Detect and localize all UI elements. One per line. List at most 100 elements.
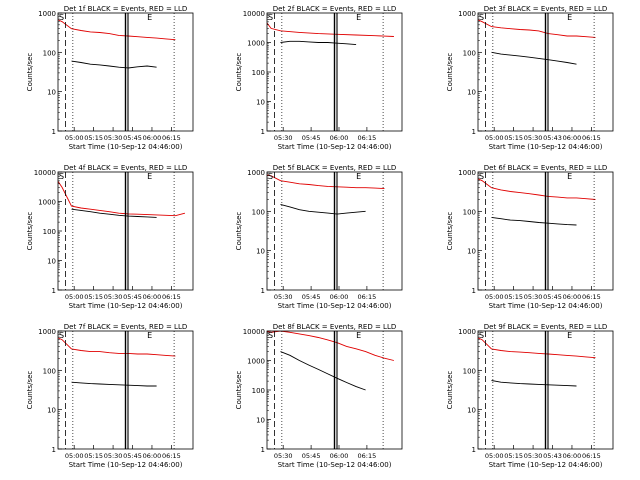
y-tick-label: 100	[463, 49, 476, 57]
y-tick-label: 10	[256, 417, 265, 425]
x-tick-label: 06:00	[563, 134, 582, 142]
series-events-line	[280, 40, 357, 46]
series-events-line	[491, 216, 577, 226]
series-lld-line	[58, 180, 186, 217]
y-axis-label: Counts/sec	[446, 53, 454, 92]
y-tick-label: 1000	[247, 169, 265, 177]
x-tick-label: 06:15	[358, 134, 377, 142]
x-axis-label: Start Time (10-Sep-12 04:46:00)	[489, 302, 603, 310]
series-lld-line	[267, 22, 394, 37]
x-tick-label: 06:15	[358, 452, 377, 460]
series-events-line	[71, 60, 157, 69]
y-tick-label: 1	[261, 446, 265, 454]
y-tick-label: 10	[47, 407, 56, 415]
y-axis-label: Counts/sec	[26, 371, 34, 410]
plot-frame	[266, 171, 403, 291]
x-tick-label: 05:00	[65, 293, 84, 301]
x-axis-label: Start Time (10-Sep-12 04:46:00)	[69, 461, 183, 469]
y-axis-label: Counts/sec	[235, 371, 243, 410]
panel-title: Det 4f BLACK = Events, RED = LLD	[64, 164, 187, 172]
x-tick-label: 06:00	[143, 452, 162, 460]
x-tick-label: 05:45	[302, 293, 321, 301]
plot-frame	[477, 171, 614, 291]
series-events-line	[280, 203, 366, 215]
x-tick-label: 05:30	[274, 293, 293, 301]
x-tick-label: 05:45	[543, 293, 562, 301]
y-tick-label: 10	[47, 89, 56, 97]
plot-frame	[477, 12, 614, 132]
series-events-line	[71, 208, 157, 218]
x-axis-label: Start Time (10-Sep-12 04:46:00)	[278, 302, 392, 310]
x-tick-label: 05:30	[104, 134, 123, 142]
x-tick-label: 06:00	[330, 293, 349, 301]
x-axis-label: Start Time (10-Sep-12 04:46:00)	[69, 302, 183, 310]
x-tick-label: 05:15	[84, 452, 103, 460]
x-axis-label: Start Time (10-Sep-12 04:46:00)	[69, 143, 183, 151]
plot-frame	[57, 12, 194, 132]
series-lld-line	[267, 174, 385, 189]
y-tick-label: 100	[252, 208, 265, 216]
y-tick-label: 1	[261, 128, 265, 136]
y-tick-label: 1	[472, 128, 476, 136]
y-tick-label: 100	[43, 228, 56, 236]
corner-label-right: E	[567, 13, 572, 22]
y-axis-label: Counts/sec	[26, 53, 34, 92]
x-tick-label: 05:45	[123, 134, 142, 142]
x-tick-label: 05:30	[104, 452, 123, 460]
corner-label-left: S	[479, 172, 484, 181]
corner-label-left: S	[59, 13, 64, 22]
x-axis-label: Start Time (10-Sep-12 04:46:00)	[489, 143, 603, 151]
y-tick-label: 10	[256, 248, 265, 256]
panel-title: Det 3f BLACK = Events, RED = LLD	[484, 5, 607, 13]
series-events-line	[491, 51, 577, 65]
series-events-line	[280, 351, 366, 391]
corner-label-right: E	[356, 331, 361, 340]
y-tick-label: 1000	[38, 10, 56, 18]
series-events-line	[71, 381, 157, 387]
x-tick-label: 06:00	[330, 134, 349, 142]
corner-label-left: S	[268, 13, 273, 22]
y-axis-label: Counts/sec	[446, 371, 454, 410]
x-tick-label: 06:00	[143, 293, 162, 301]
y-tick-label: 100	[463, 208, 476, 216]
x-tick-label: 05:00	[485, 293, 504, 301]
panel-title: Det 7f BLACK = Events, RED = LLD	[64, 323, 187, 331]
x-tick-label: 06:15	[582, 134, 601, 142]
corner-label-right: E	[147, 172, 152, 181]
x-tick-label: 05:00	[65, 134, 84, 142]
x-tick-label: 05:30	[104, 293, 123, 301]
series-lld-line	[267, 331, 395, 361]
x-tick-label: 06:15	[582, 293, 601, 301]
x-tick-label: 06:15	[358, 293, 377, 301]
panel-title: Det 6f BLACK = Events, RED = LLD	[484, 164, 607, 172]
series-events-line	[491, 380, 577, 387]
y-tick-label: 1000	[38, 199, 56, 207]
x-tick-label: 05:00	[485, 134, 504, 142]
x-axis-label: Start Time (10-Sep-12 04:46:00)	[489, 461, 603, 469]
y-tick-label: 1000	[458, 10, 476, 18]
x-tick-label: 05:15	[504, 452, 523, 460]
y-axis-label: Counts/sec	[26, 212, 34, 251]
y-tick-label: 10	[467, 248, 476, 256]
y-tick-label: 100	[252, 69, 265, 77]
corner-label-left: S	[479, 13, 484, 22]
y-tick-label: 100	[463, 367, 476, 375]
y-tick-label: 1	[472, 446, 476, 454]
x-tick-label: 05:30	[524, 293, 543, 301]
series-lld-line	[478, 19, 596, 38]
corner-label-left: S	[479, 331, 484, 340]
y-tick-label: 1000	[247, 358, 265, 366]
x-tick-label: 05:15	[84, 293, 103, 301]
corner-label-right: E	[356, 172, 361, 181]
x-tick-label: 06:15	[582, 452, 601, 460]
x-tick-label: 06:15	[162, 452, 181, 460]
y-tick-label: 1	[52, 287, 56, 295]
x-tick-label: 06:00	[143, 134, 162, 142]
y-tick-label: 100	[43, 367, 56, 375]
corner-label-left: S	[268, 331, 273, 340]
